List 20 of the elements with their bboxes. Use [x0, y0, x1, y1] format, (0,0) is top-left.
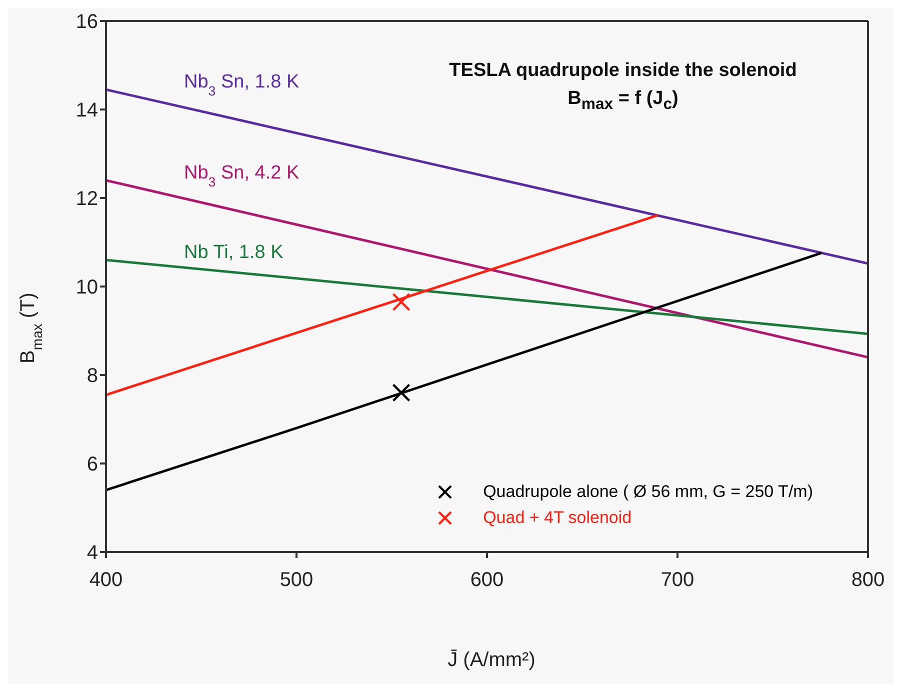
x-tick-label: 800: [851, 569, 885, 592]
x-axis-title: J̄ (A/mm²): [448, 648, 536, 671]
legend-label: Quad + 4T solenoid: [483, 508, 632, 527]
y-tick-label: 12: [76, 188, 98, 210]
y-tick-label: 14: [76, 100, 98, 122]
series-label: Nb$_{3}$ Sn, 1.8 K: [184, 72, 300, 98]
text: TESLA quadrupole inside the solenoid: [448, 60, 798, 82]
x-tick-label: 700: [660, 569, 694, 592]
y-tick-label: 16: [76, 11, 98, 34]
y-tick-label: 4: [86, 542, 98, 564]
y-tick-label: 10: [76, 276, 98, 299]
y-tick-label: 6: [86, 454, 98, 476]
text: B$_{max}$ = f (J$_{c}$): [568, 88, 678, 113]
legend-label: Quadrupole alone ( Ø 56 mm, G = 250 T/m): [483, 482, 813, 501]
series-label: Nb$_{3}$ Sn, 4.2 K: [184, 162, 300, 189]
x-tick-label: 600: [470, 569, 504, 592]
x-tick-label: 400: [89, 569, 123, 592]
y-tick-label: 8: [86, 365, 98, 388]
series-label: Nb Ti, 1.8 K: [184, 242, 284, 263]
x-tick-label: 500: [280, 569, 314, 592]
